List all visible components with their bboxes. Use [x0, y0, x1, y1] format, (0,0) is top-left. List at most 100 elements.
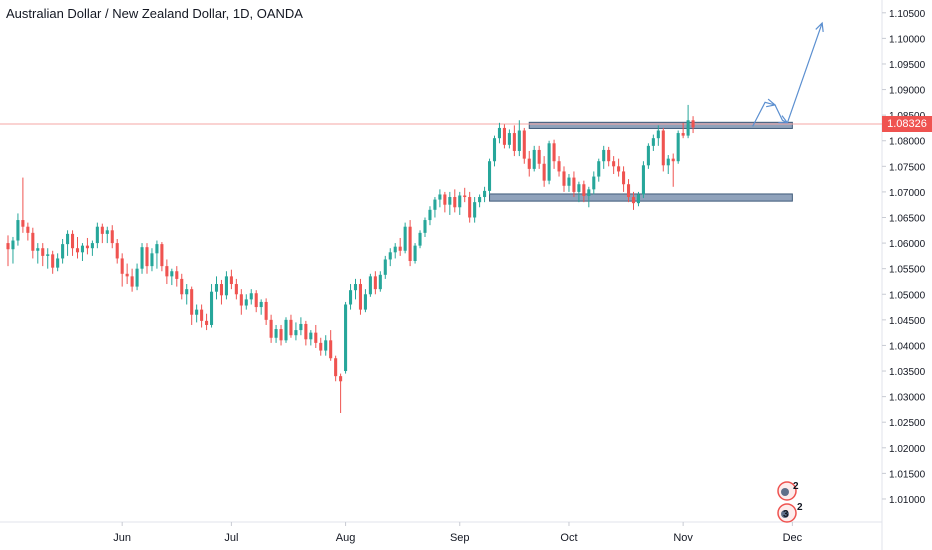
- candle-body: [388, 252, 392, 260]
- zones-layer[interactable]: [489, 121, 793, 202]
- candle-body: [80, 245, 85, 253]
- candle-body: [373, 276, 377, 290]
- candle: [641, 161, 645, 199]
- candle: [686, 104, 690, 139]
- candle-body: [314, 332, 318, 343]
- candle-body: [175, 271, 179, 279]
- candle: [339, 373, 343, 413]
- candle-body: [492, 138, 497, 162]
- candle: [622, 166, 626, 192]
- candle-body: [195, 309, 199, 315]
- candle-body: [36, 248, 40, 251]
- price-tick-label: 1.05000: [889, 290, 926, 301]
- candle: [448, 191, 452, 215]
- candle-body: [562, 171, 566, 186]
- candle: [289, 314, 293, 338]
- candle-body: [572, 177, 576, 192]
- candle: [249, 289, 253, 305]
- candle: [329, 330, 333, 361]
- candle: [70, 230, 75, 256]
- last-price-tag: 1.08326: [882, 116, 932, 133]
- candle-body: [686, 120, 690, 136]
- candle: [587, 186, 591, 208]
- candle: [478, 194, 482, 208]
- arrow-path-0: [752, 101, 776, 127]
- candle-body: [145, 247, 149, 267]
- candle-body: [681, 133, 685, 136]
- candle: [542, 156, 546, 187]
- candle: [661, 127, 665, 172]
- badges-layer[interactable]: 232: [777, 481, 803, 523]
- price-tick-label: 1.04500: [889, 316, 926, 327]
- candle-body: [413, 245, 417, 261]
- candle-body: [453, 197, 457, 208]
- candle-body: [329, 340, 333, 359]
- candle-body: [185, 289, 189, 295]
- candle: [165, 259, 169, 285]
- candle: [492, 135, 497, 167]
- candle: [487, 158, 492, 195]
- candle: [607, 146, 611, 167]
- candle-body: [115, 243, 119, 259]
- candle: [403, 222, 407, 254]
- candle-body: [259, 301, 263, 308]
- candle-body: [636, 194, 641, 204]
- candle-body: [140, 247, 144, 269]
- candle-body: [468, 197, 472, 218]
- candle-body: [304, 323, 308, 340]
- badge-face: [781, 510, 789, 518]
- candle: [592, 171, 596, 195]
- candle: [383, 255, 387, 279]
- candle: [140, 243, 144, 274]
- candle-body: [244, 299, 248, 306]
- price-tick-label: 1.05500: [889, 265, 926, 276]
- candle: [497, 122, 502, 144]
- candle: [537, 145, 541, 169]
- price-tick-label: 1.07000: [889, 188, 926, 199]
- candle: [348, 284, 353, 310]
- candle-body: [423, 220, 427, 233]
- candle-body: [552, 143, 556, 162]
- candle: [656, 125, 660, 146]
- candle: [56, 253, 60, 272]
- candle-body: [110, 230, 114, 244]
- candle-body: [656, 130, 660, 139]
- arrows-layer[interactable]: [752, 21, 824, 127]
- candle-body: [651, 138, 655, 146]
- candle: [651, 134, 655, 151]
- candle: [195, 304, 199, 323]
- price-tick-label: 1.08000: [889, 137, 926, 148]
- candle: [190, 286, 194, 325]
- candle-body: [532, 149, 536, 169]
- candle-body: [602, 149, 606, 162]
- candle-body: [75, 248, 80, 253]
- candle-body: [398, 246, 402, 251]
- candle-body: [502, 127, 506, 145]
- candle-body: [294, 330, 298, 336]
- candle: [75, 236, 80, 259]
- arrow-head-2: [815, 21, 824, 33]
- candle-body: [626, 184, 631, 198]
- candle-body: [61, 244, 65, 259]
- candle: [423, 217, 427, 237]
- candle: [373, 271, 377, 295]
- candle-body: [6, 243, 10, 250]
- candle-body: [582, 184, 586, 197]
- candle-body: [41, 248, 45, 256]
- candle-body: [463, 195, 467, 198]
- candle-body: [443, 194, 447, 205]
- price-tick-label: 1.10500: [889, 9, 926, 20]
- candle: [125, 263, 129, 285]
- candle: [200, 304, 204, 328]
- price-axis[interactable]: 1.105001.100001.095001.090001.085001.080…: [882, 9, 926, 506]
- candle-body: [691, 120, 695, 128]
- candle-body: [170, 271, 174, 277]
- time-axis[interactable]: Jun Jul Aug Sep Oct Nov Dec: [113, 522, 803, 544]
- candle: [572, 171, 576, 198]
- candle-body: [592, 176, 596, 190]
- candle: [284, 317, 288, 343]
- candle: [626, 179, 631, 203]
- price-tick-label: 1.02500: [889, 418, 926, 429]
- badge-face: [781, 488, 789, 496]
